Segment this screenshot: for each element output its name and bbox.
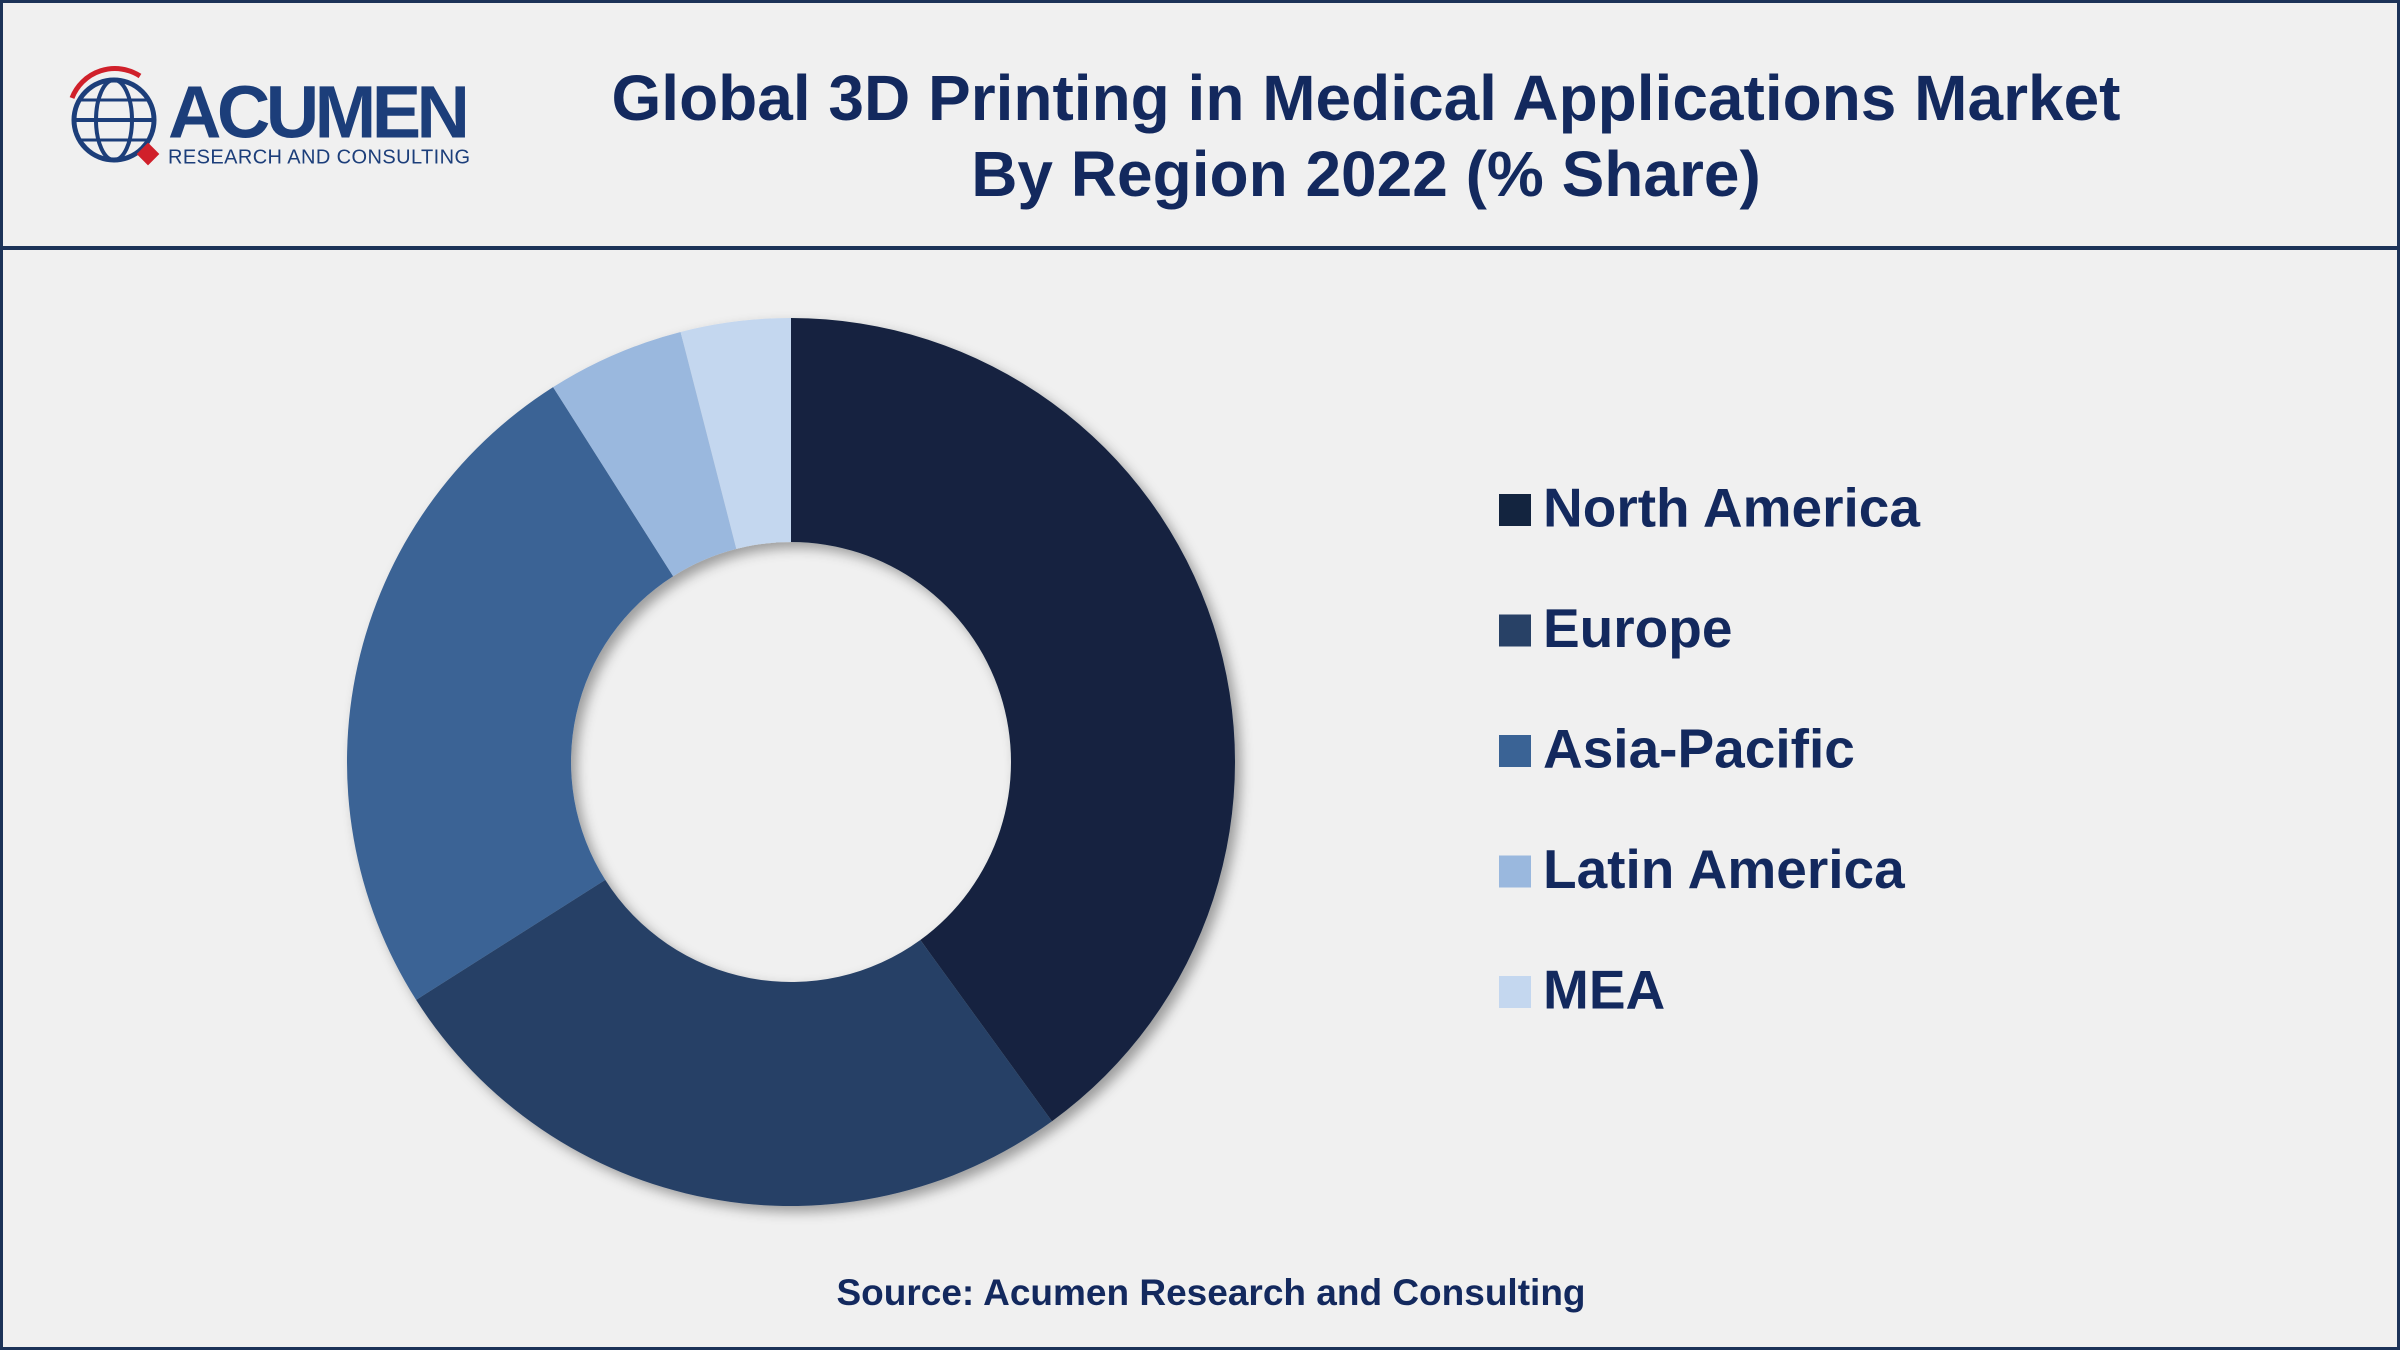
legend-label: Latin America: [1543, 838, 1905, 900]
donut-slice: [416, 879, 1052, 1206]
logo-arc: [69, 66, 142, 99]
source-note: Source: Acumen Research and Consulting: [836, 1272, 1585, 1313]
legend-label: Asia-Pacific: [1543, 718, 1855, 780]
legend-label: North America: [1543, 477, 1920, 539]
donut-slice: [680, 318, 791, 549]
legend-swatch: [1499, 494, 1531, 526]
legend-swatch: [1499, 614, 1531, 647]
logo: ACUMEN RESEARCH AND CONSULTING: [69, 66, 470, 168]
donut-slice: [791, 318, 1235, 1122]
donut-slice: [553, 331, 737, 577]
chart-title: Global 3D Printing in Medical Applicatio…: [612, 62, 2121, 134]
legend-label: Europe: [1543, 597, 1732, 659]
logo-name: ACUMEN: [168, 71, 470, 154]
legend-label: MEA: [1543, 959, 1665, 1021]
chart-title: By Region 2022 (% Share): [971, 138, 1761, 210]
donut-slice: [346, 387, 674, 1000]
legend-swatch: [1499, 735, 1531, 767]
legend-swatch: [1499, 855, 1531, 888]
legend: North America Europe Asia-Pacific Latin Ame…: [1499, 477, 1920, 1021]
donut: [346, 318, 1235, 1206]
logo-tagline: RESEARCH AND CONSULTING: [168, 146, 470, 168]
legend-swatch: [1499, 976, 1531, 1008]
